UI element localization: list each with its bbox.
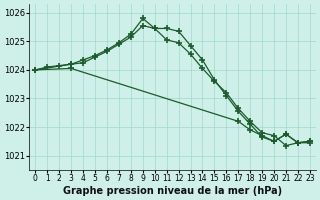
X-axis label: Graphe pression niveau de la mer (hPa): Graphe pression niveau de la mer (hPa) bbox=[63, 186, 282, 196]
